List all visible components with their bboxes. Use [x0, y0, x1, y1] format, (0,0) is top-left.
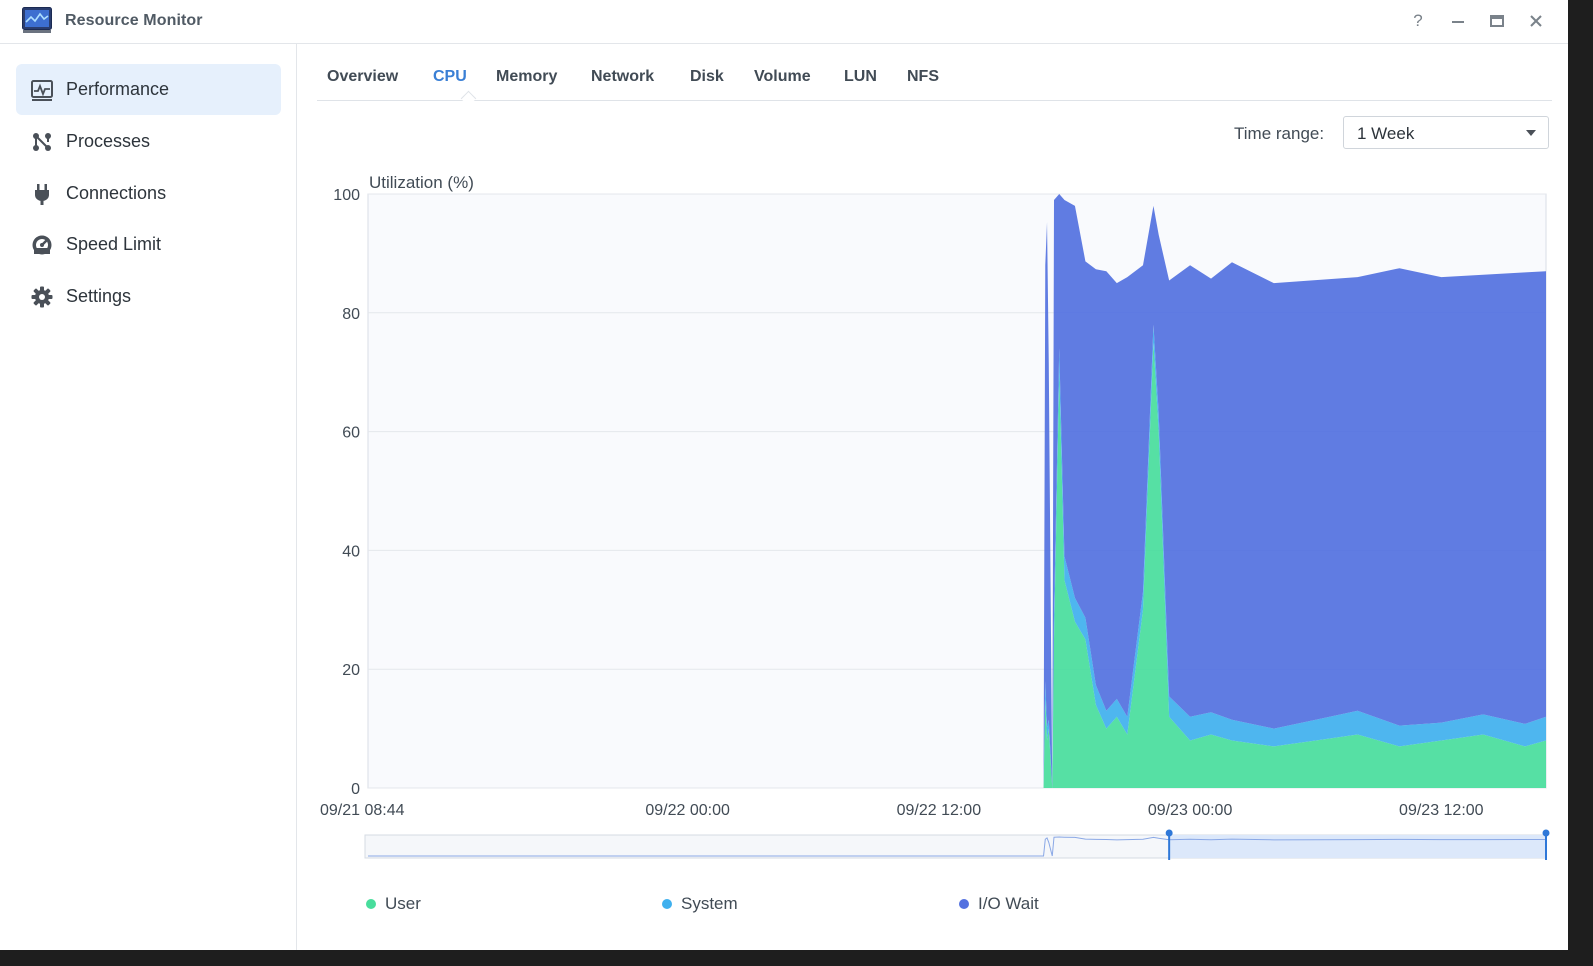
plug-icon: [31, 183, 53, 205]
help-icon: ?: [1413, 11, 1423, 30]
sidebar-item-performance[interactable]: Performance: [16, 64, 281, 115]
legend-swatch-system: [662, 899, 672, 909]
series-area-user: [368, 342, 1546, 788]
legend-swatch-io-wait: [959, 899, 969, 909]
main-panel: Overview CPU Memory Network Disk Volume …: [297, 44, 1568, 950]
y-axis-label: Utilization (%): [369, 173, 474, 192]
resource-monitor-window: Resource Monitor ? Performance Processes: [0, 0, 1568, 950]
tab-cpu[interactable]: CPU: [433, 68, 467, 85]
sidebar-item-settings[interactable]: Settings: [16, 271, 281, 322]
legend-label: User: [385, 894, 421, 913]
tab-bar: Overview CPU Memory Network Disk Volume …: [317, 44, 1552, 107]
tab-lun[interactable]: LUN: [844, 68, 877, 85]
maximize-icon: [1490, 15, 1504, 27]
legend-swatch-user: [366, 899, 376, 909]
tab-disk[interactable]: Disk: [690, 68, 724, 85]
gauge-icon: [31, 234, 53, 256]
x-tick-label: 09/22 00:00: [645, 802, 730, 819]
series-area-io-wait: [368, 194, 1546, 788]
sidebar: Performance Processes Connections Speed …: [0, 44, 297, 950]
gear-icon: [31, 286, 53, 308]
legend-label: System: [681, 894, 738, 913]
sidebar-item-label: Processes: [66, 131, 151, 151]
y-tick-label: 100: [333, 187, 360, 204]
sidebar-item-speed-limit[interactable]: Speed Limit: [16, 219, 281, 270]
x-tick-label: 09/23 12:00: [1399, 802, 1484, 819]
title-bar: Resource Monitor ?: [0, 0, 1568, 44]
legend-item-io-wait[interactable]: I/O Wait: [959, 894, 1039, 914]
series-area-system: [368, 324, 1546, 788]
minimize-icon: [1452, 21, 1464, 23]
legend-label: I/O Wait: [978, 894, 1039, 913]
x-tick-label: 09/23 00:00: [1148, 802, 1233, 819]
tab-memory[interactable]: Memory: [496, 68, 558, 85]
close-button[interactable]: [1525, 10, 1547, 32]
tab-overview[interactable]: Overview: [327, 68, 399, 85]
y-tick-label: 40: [342, 543, 360, 560]
sidebar-item-label: Settings: [66, 286, 132, 306]
time-range-select[interactable]: 1 Week: [1343, 116, 1549, 149]
tab-volume[interactable]: Volume: [754, 68, 811, 85]
sidebar-item-label: Connections: [66, 183, 167, 203]
y-tick-label: 60: [342, 425, 360, 442]
time-range-value: 1 Week: [1357, 124, 1415, 143]
window-title: Resource Monitor: [65, 12, 203, 29]
y-tick-label: 0: [351, 781, 360, 798]
chevron-down-icon: [1526, 130, 1536, 136]
sidebar-item-connections[interactable]: Connections: [16, 168, 281, 219]
help-button[interactable]: ?: [1407, 10, 1429, 32]
navigator-selection[interactable]: [1169, 835, 1546, 858]
sidebar-item-processes[interactable]: Processes: [16, 116, 281, 167]
x-tick-label: 09/21 08:44: [320, 802, 405, 819]
navigator-line: [368, 836, 1547, 857]
y-tick-label: 80: [342, 306, 360, 323]
navigator-handle-left-knob[interactable]: [1165, 829, 1173, 837]
tab-nfs[interactable]: NFS: [907, 68, 939, 85]
sidebar-item-label: Performance: [66, 79, 170, 99]
performance-icon: [31, 79, 53, 101]
navigator-handle-right-knob[interactable]: [1542, 829, 1550, 837]
time-range-label: Time range:: [1234, 124, 1325, 143]
maximize-button[interactable]: [1486, 10, 1508, 32]
minimize-button[interactable]: [1447, 10, 1469, 32]
sidebar-item-label: Speed Limit: [66, 234, 162, 254]
legend-item-system[interactable]: System: [662, 894, 738, 914]
x-tick-label: 09/22 12:00: [897, 802, 982, 819]
legend-item-user[interactable]: User: [366, 894, 421, 914]
processes-icon: [31, 131, 53, 153]
tab-network[interactable]: Network: [591, 68, 655, 85]
close-icon: [1530, 15, 1542, 27]
cpu-utilization-chart: Utilization (%) 0 20 40 60 80 100 09/21 08:44…: [320, 173, 1550, 860]
y-tick-label: 20: [342, 662, 360, 679]
resource-monitor-app-icon: [22, 7, 52, 33]
